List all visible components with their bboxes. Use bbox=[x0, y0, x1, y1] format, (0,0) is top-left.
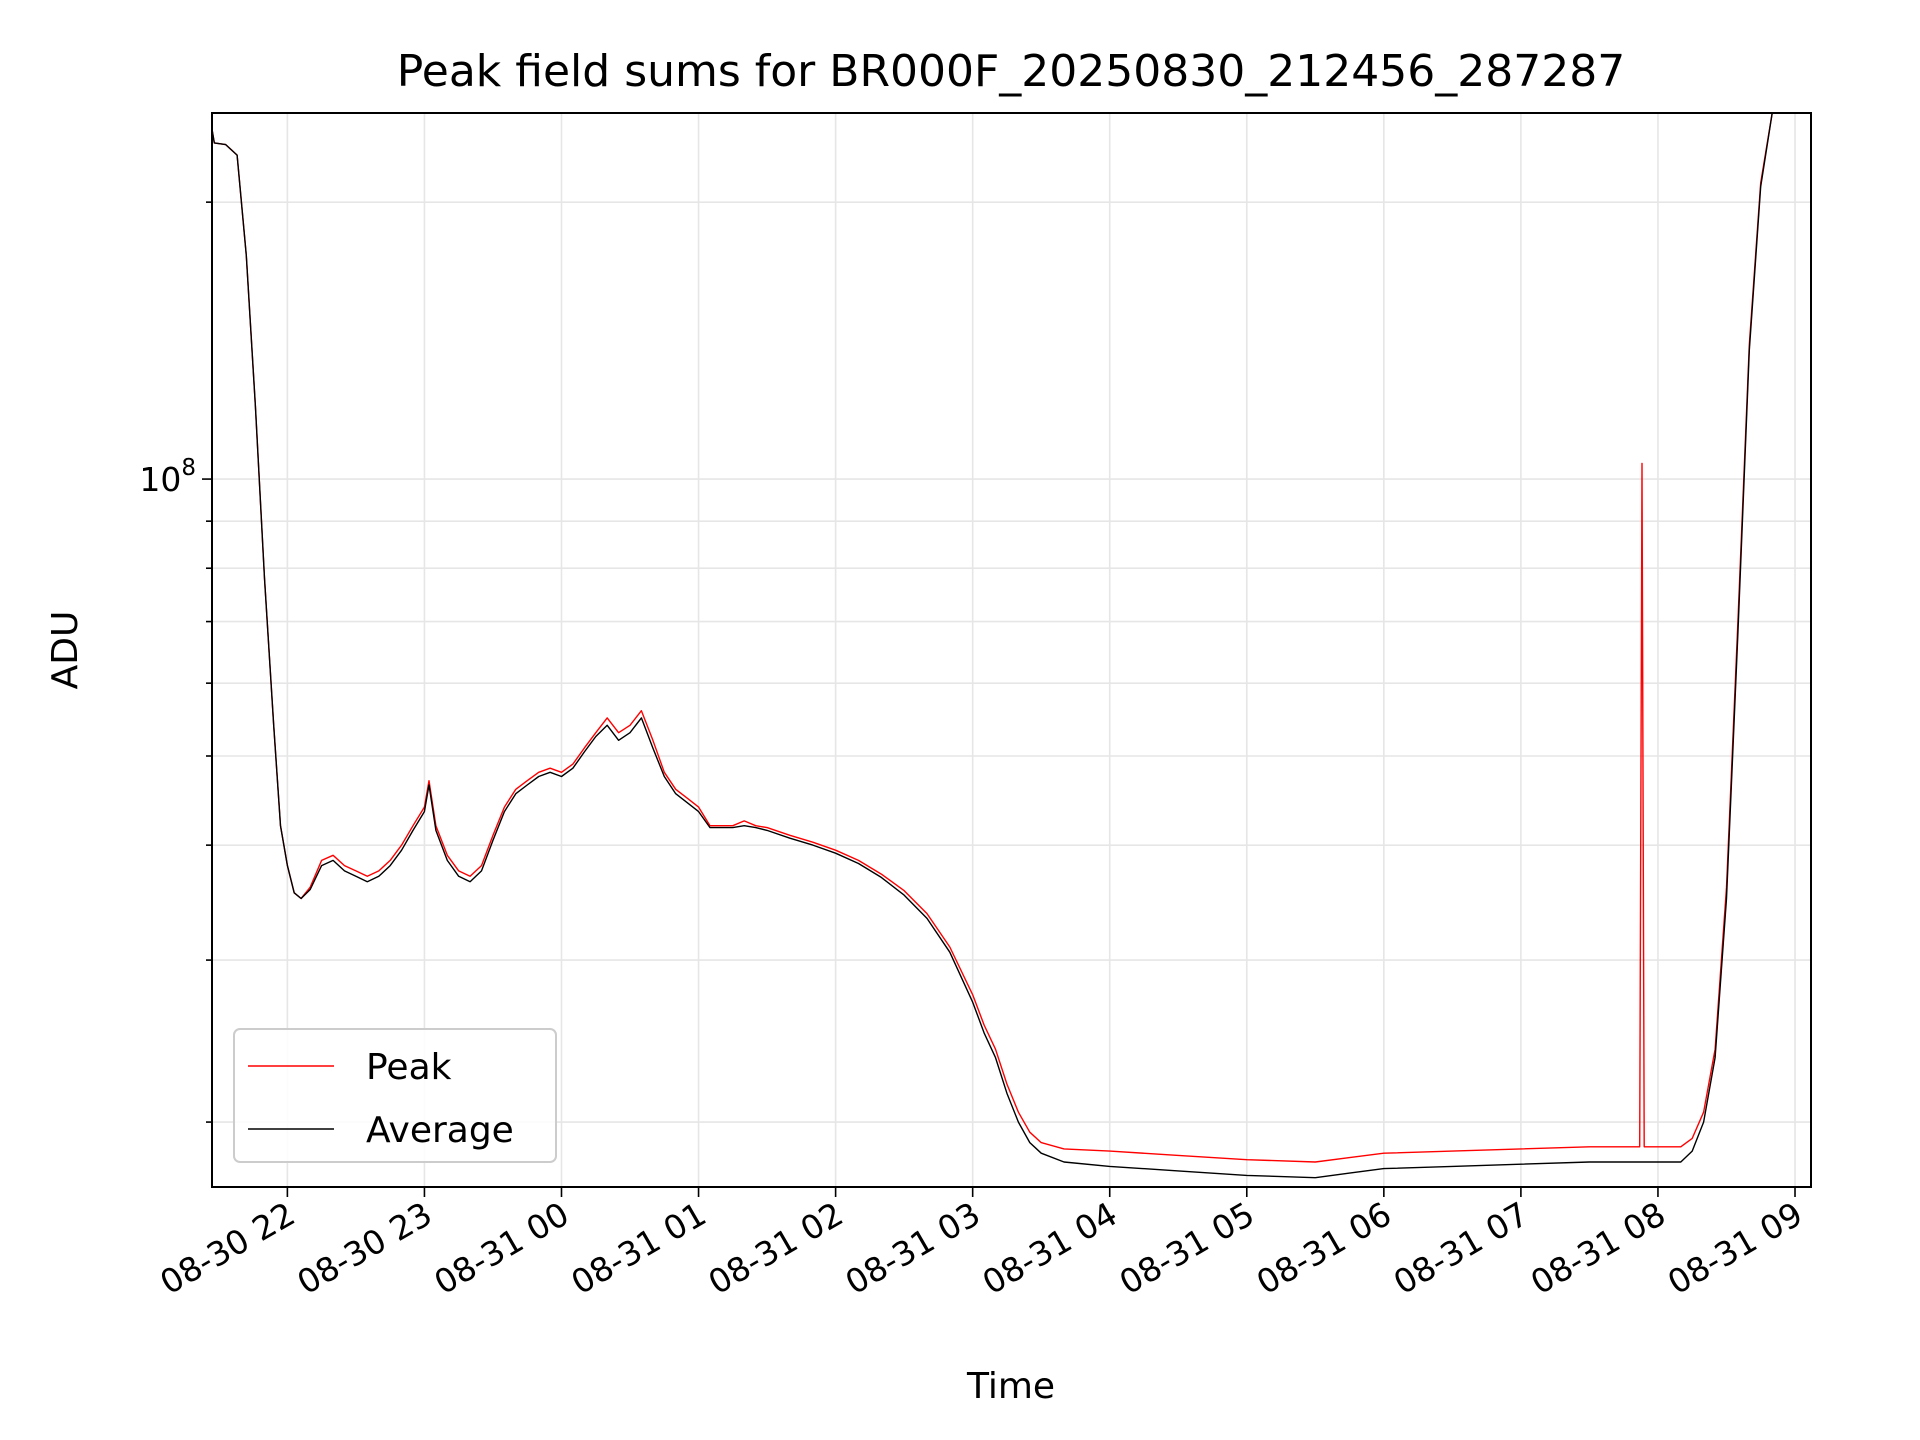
legend-label-peak: Peak bbox=[366, 1047, 452, 1088]
legend-label-average: Average bbox=[366, 1110, 514, 1151]
grid-lines bbox=[212, 113, 1811, 1187]
y-tick-label: 108 bbox=[139, 455, 196, 499]
legend: Peak Average bbox=[233, 1028, 557, 1163]
series-line-peak bbox=[212, 113, 1773, 1163]
series-line-average bbox=[212, 113, 1773, 1179]
plot-area-frame bbox=[211, 112, 1812, 1188]
chart-title: Peak field sums for BR000F_20250830_2124… bbox=[397, 46, 1625, 97]
x-axis-label: Time bbox=[966, 1366, 1055, 1407]
series-lines bbox=[212, 113, 1773, 1179]
y-axis-label: ADU bbox=[45, 611, 86, 690]
y-axis-ticks bbox=[202, 201, 212, 1123]
